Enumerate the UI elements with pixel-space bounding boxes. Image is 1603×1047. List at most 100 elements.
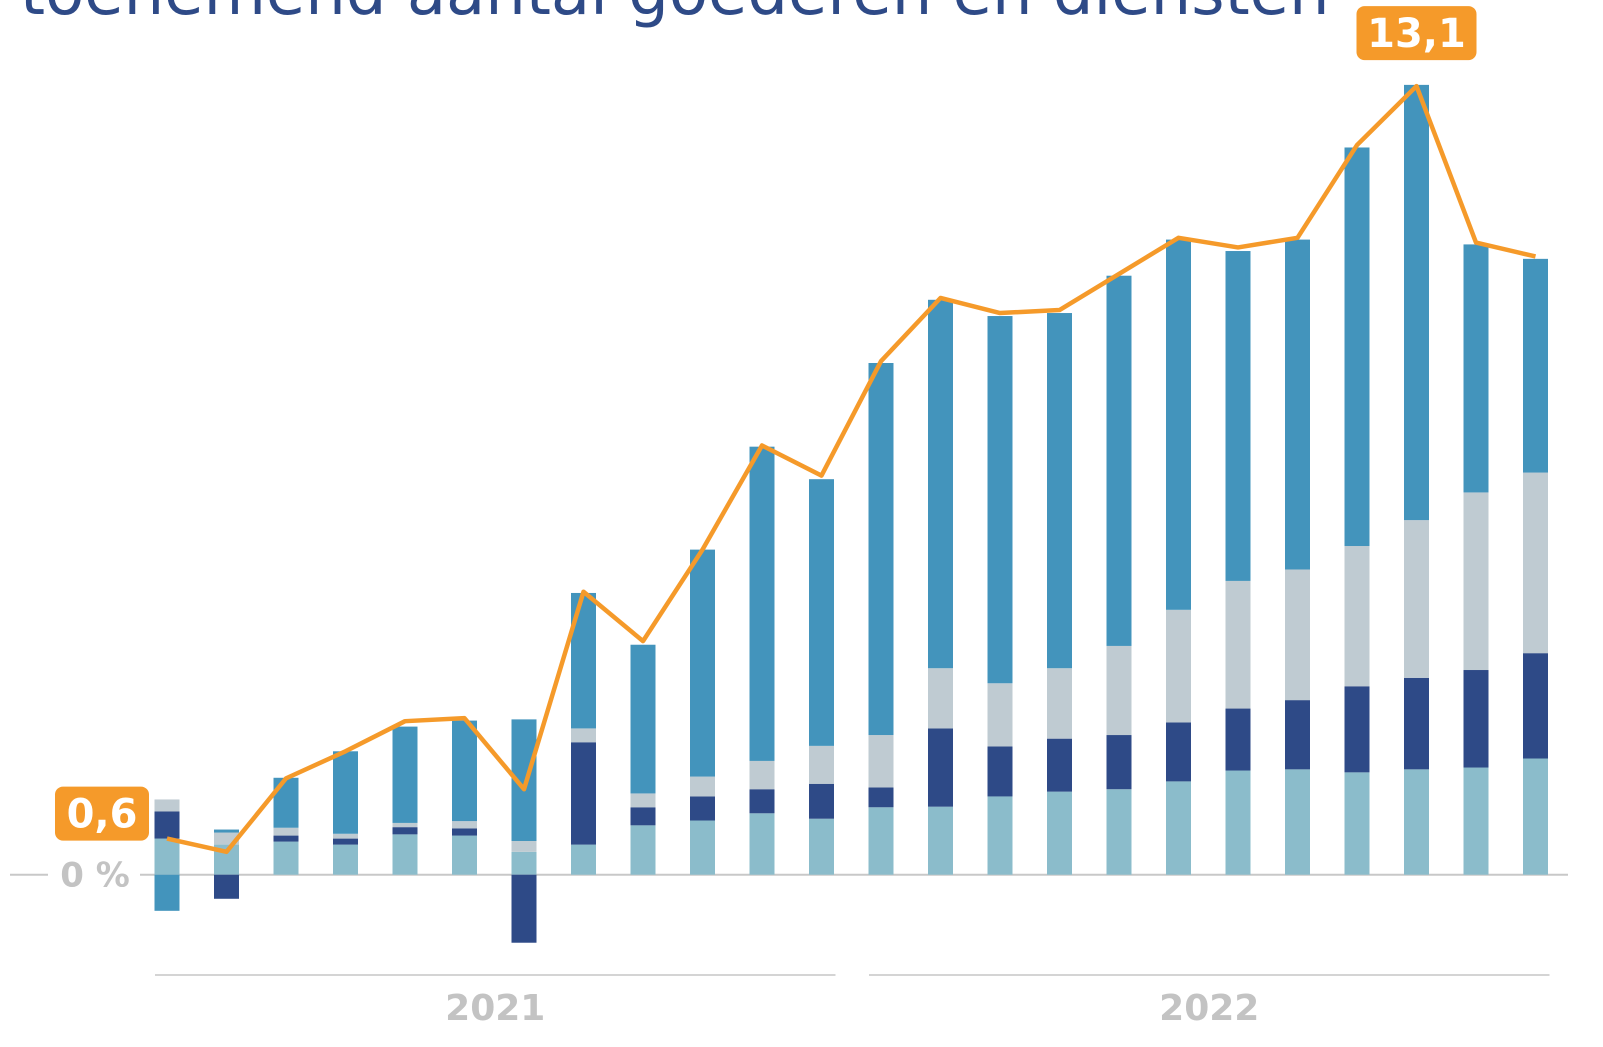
bar-segment [1047,668,1072,739]
bar-segment [1225,580,1251,709]
bar-segment [630,825,656,875]
value-label-box [55,786,149,841]
bar-segment [154,811,180,839]
line [166,83,1537,855]
bar-segment [1225,708,1251,771]
bar-segment [1463,670,1489,768]
bar-segment [1166,781,1191,875]
bar-segment [809,745,834,784]
bar-segment [868,787,894,808]
bar-segment [749,789,775,814]
bar-segment [273,841,299,875]
bar-segment [987,683,1013,747]
bar-segment [749,760,775,790]
bar-segment [1523,653,1548,759]
bar-segment [452,720,477,822]
value-label-box [1356,6,1477,61]
value-label: 13,1 [1367,11,1466,57]
bar-segment [1285,769,1310,875]
bar-segment [630,644,656,794]
bar-segment [571,844,596,875]
bar-segment [987,746,1013,797]
bar-segment [1225,251,1251,581]
bar-segment [1106,789,1132,875]
bar-segment [1344,546,1370,687]
bar-segment [749,446,775,761]
bar-segment [392,834,418,875]
bar-segment [1344,147,1370,547]
bar-segment [1463,767,1489,875]
bar-segment [1106,735,1132,790]
bar-segment [273,777,299,828]
bar-segment [1047,791,1072,875]
bar-segment [1047,313,1072,669]
bar-segment [868,807,894,875]
bar-segment [452,835,477,875]
bar-segment [511,874,537,943]
bar-segment [571,742,596,845]
group-label: 2021 [445,988,545,1029]
bar-segment [690,796,715,821]
bar-segment [452,821,477,829]
bar-segment [749,813,775,875]
bar-segment [809,818,834,875]
bar-segment [1225,770,1251,875]
bar-segment [1404,84,1429,521]
bar-segment [1166,239,1191,610]
bar-segment [1285,569,1310,701]
bar-segment [511,840,537,852]
bar-segment [809,479,834,746]
bar-segment [690,776,715,797]
value-label: 0,6 [67,792,138,838]
bar-segment [630,793,656,808]
bar-segment [928,728,953,807]
bar-segment [333,833,358,839]
bar-segment [214,829,239,833]
bar-segment [630,807,656,826]
bar-segment [1463,244,1489,493]
bar-segment [1166,609,1191,723]
bar-segment [987,796,1013,875]
bar-segment [928,299,953,669]
bar-segment [333,844,358,875]
bar-segment [1523,758,1548,875]
bar-segment [1523,258,1548,473]
chart-title: toenemend aantal goederen en diensten [20,0,1330,30]
bar-segment [392,822,418,828]
bar-segment [333,751,358,834]
bar-segment [452,828,477,836]
bar-segment [1404,769,1429,875]
bar-segment [333,838,358,845]
bar-segment [690,549,715,777]
bar-segment [868,735,894,788]
bar-segment [868,363,894,736]
bar-segment [511,851,537,875]
bar-segment [273,835,299,842]
bar-segment [1285,700,1310,770]
bar-segment [273,827,299,836]
bar-segment [928,806,953,875]
bar-segment [154,799,180,812]
bar-segment [809,783,834,819]
bar-segment [1404,520,1429,678]
bar-segment [571,728,596,743]
bar-segment [154,838,180,875]
y-tick-label: 0 % [60,856,130,896]
bar-segment [1285,239,1310,570]
bar-segment [1344,772,1370,875]
bar-segment [1344,686,1370,773]
bar-segment [928,668,953,729]
bar-segment [1166,722,1191,782]
bar-segment [1523,472,1548,654]
bar-segment [987,316,1013,684]
bar-segment [1106,275,1132,646]
bar-segment [392,827,418,835]
bar-segment [214,874,239,899]
bar-segment [154,874,180,911]
group-label: 2022 [1159,988,1259,1029]
bar-segment [1047,738,1072,792]
bar-segment [690,820,715,875]
bar-segment [1463,492,1489,671]
bar-segment [1404,677,1429,770]
